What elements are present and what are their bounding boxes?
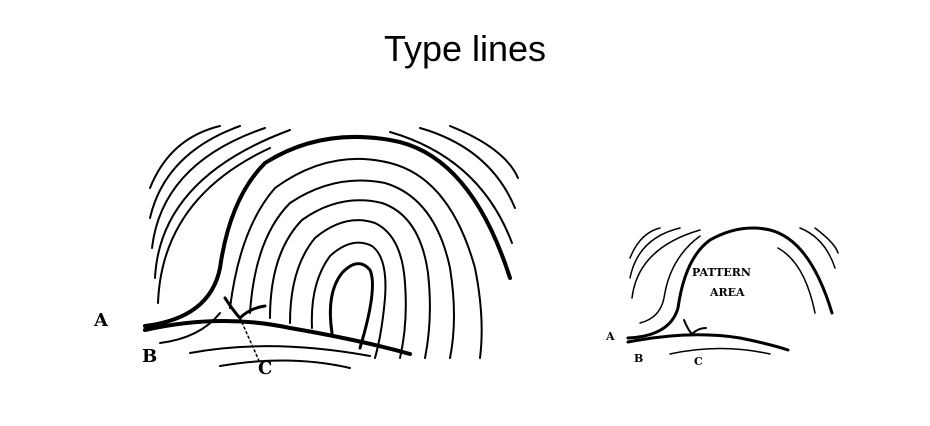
loop-diagram-large: A B C xyxy=(90,118,530,388)
page-title: Type lines xyxy=(383,28,547,69)
small-label-c: C xyxy=(694,355,703,368)
label-b: B xyxy=(142,346,157,367)
loop-diagram-small: PATTERN AREA A B C xyxy=(600,218,850,368)
small-label-b: B xyxy=(634,352,643,365)
label-c: C xyxy=(258,358,272,379)
small-label-a: A xyxy=(605,330,615,343)
loop-diagram-large-svg: A B C xyxy=(93,125,519,379)
pattern-area-line1: PATTERN xyxy=(692,266,751,279)
loop-diagram-small-svg: PATTERN AREA A B C xyxy=(605,226,839,368)
pattern-area-line2: AREA xyxy=(709,286,745,299)
label-a: A xyxy=(93,310,109,331)
